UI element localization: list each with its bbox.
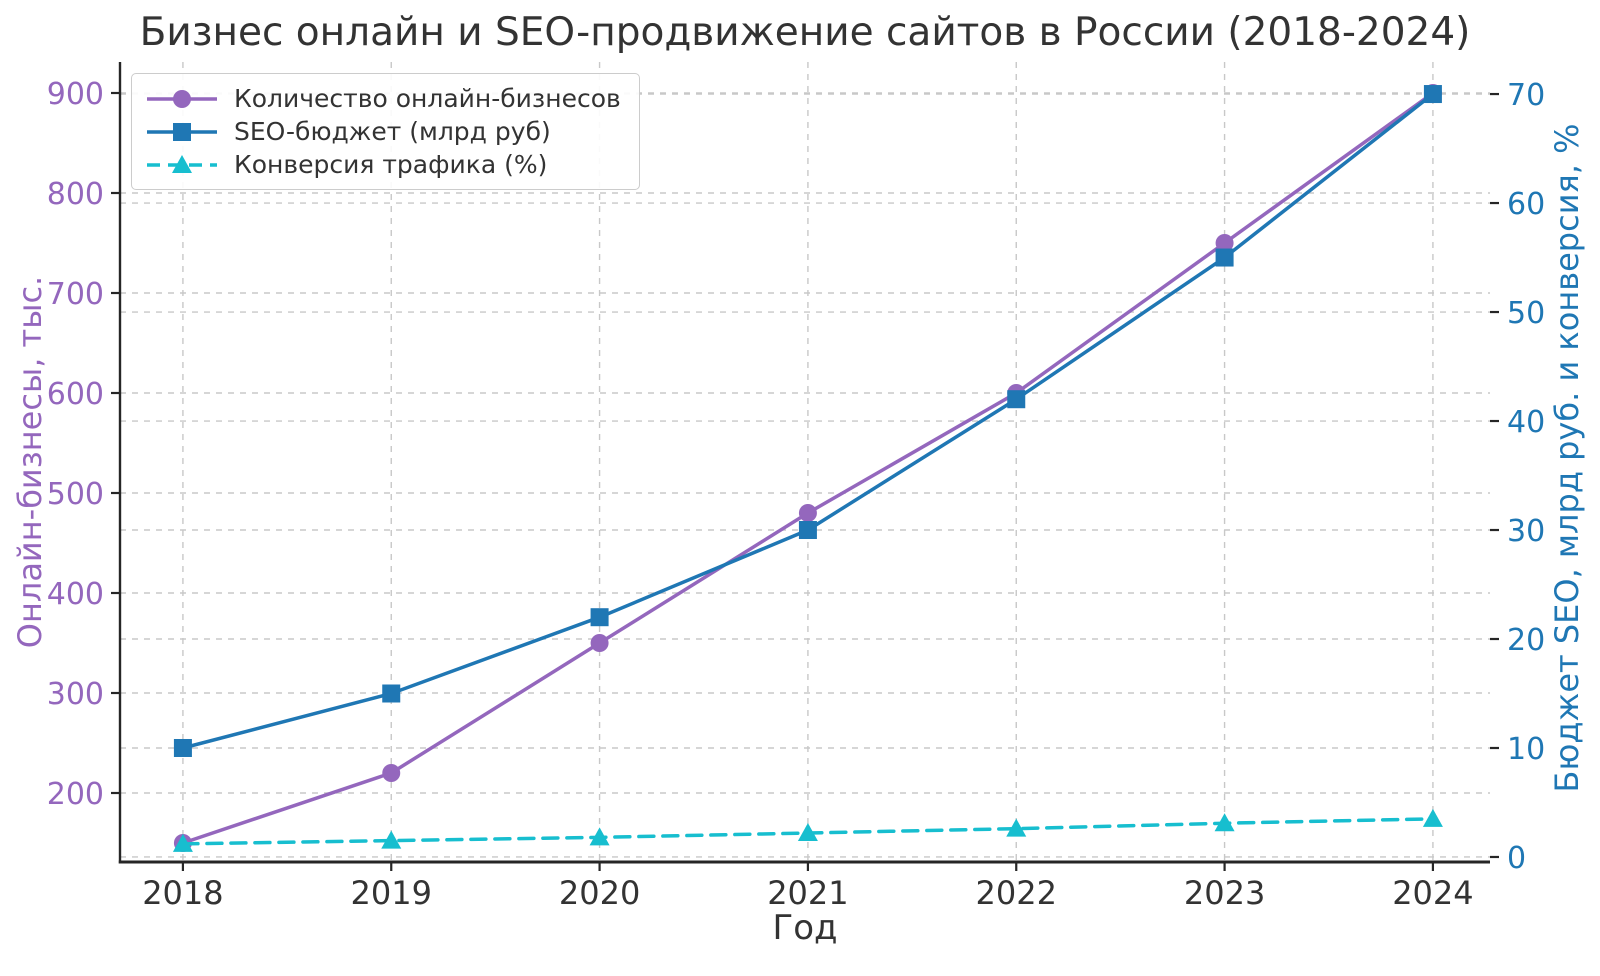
left-tick-label: 700 — [47, 277, 104, 312]
right-tick-label: 60 — [1507, 187, 1545, 222]
left-tick-label: 900 — [47, 77, 104, 112]
data-point-square — [798, 521, 817, 540]
right-axis-label: Бюджет SEO, млрд руб. и конверсия, % — [1548, 123, 1586, 793]
legend-swatch-circle — [147, 89, 217, 108]
data-point-circle — [382, 764, 401, 782]
data-point-circle — [590, 634, 609, 652]
data-point-square — [1007, 390, 1026, 409]
data-point-circle — [1215, 234, 1234, 252]
legend-swatch-triangle — [147, 154, 217, 173]
right-tick-label: 20 — [1507, 623, 1545, 658]
chart-title: Бизнес онлайн и SEO-продвижение сайтов в… — [139, 10, 1471, 55]
right-tick-label: 50 — [1507, 296, 1545, 331]
legend-marker-circle — [173, 89, 191, 108]
x-tick-label: 2022 — [976, 874, 1057, 912]
x-tick-label: 2020 — [559, 874, 640, 912]
legend-label: Конверсия трафика (%) — [234, 150, 548, 179]
right-tick-label: 40 — [1507, 405, 1545, 440]
series-line-circle — [181, 91, 1435, 845]
data-point-triangle — [1422, 808, 1443, 827]
left-tick-label: 300 — [47, 677, 104, 712]
legend-marker-square — [173, 122, 191, 141]
left-axis-label: Онлайн-бизнесы, тыс. — [11, 275, 49, 649]
legend-item: Количество онлайн-бизнесов — [144, 84, 621, 113]
left-tick-label: 200 — [47, 777, 104, 812]
data-point-triangle — [381, 830, 402, 849]
data-point-square — [590, 608, 609, 627]
right-tick-label: 30 — [1507, 514, 1545, 549]
left-tick-label: 600 — [47, 377, 104, 412]
right-tick-label: 70 — [1507, 78, 1545, 113]
data-point-square — [382, 684, 401, 703]
data-point-triangle — [172, 833, 193, 852]
legend: Количество онлайн-бизнесов SEO-бюджет (мл… — [131, 73, 640, 190]
legend-swatch-square — [147, 122, 217, 141]
x-tick-label: 2018 — [142, 874, 223, 912]
x-tick-label: 2024 — [1392, 874, 1473, 912]
data-point-square — [173, 738, 192, 757]
x-tick-label: 2021 — [767, 874, 848, 912]
left-tick-label: 500 — [47, 477, 104, 512]
data-point-triangle — [589, 827, 610, 846]
legend-label: Количество онлайн-бизнесов — [234, 84, 621, 113]
legend-marker-triangle — [172, 154, 192, 173]
left-tick-label: 400 — [47, 577, 104, 612]
right-tick-label: 0 — [1507, 841, 1526, 876]
data-point-triangle — [1214, 813, 1235, 832]
data-point-triangle — [1006, 818, 1027, 837]
data-point-square — [1423, 85, 1442, 104]
legend-item: Конверсия трафика (%) — [144, 150, 621, 179]
data-point-square — [1215, 248, 1234, 267]
legend-item: SEO-бюджет (млрд руб) — [144, 117, 621, 146]
legend-label: SEO-бюджет (млрд руб) — [234, 117, 551, 146]
right-tick-label: 10 — [1507, 732, 1545, 767]
x-axis-label: Год — [772, 908, 838, 948]
data-point-circle — [798, 504, 817, 522]
x-tick-label: 2019 — [351, 874, 432, 912]
left-tick-label: 800 — [47, 177, 104, 212]
x-tick-label: 2023 — [1184, 874, 1265, 912]
data-point-triangle — [797, 823, 818, 842]
